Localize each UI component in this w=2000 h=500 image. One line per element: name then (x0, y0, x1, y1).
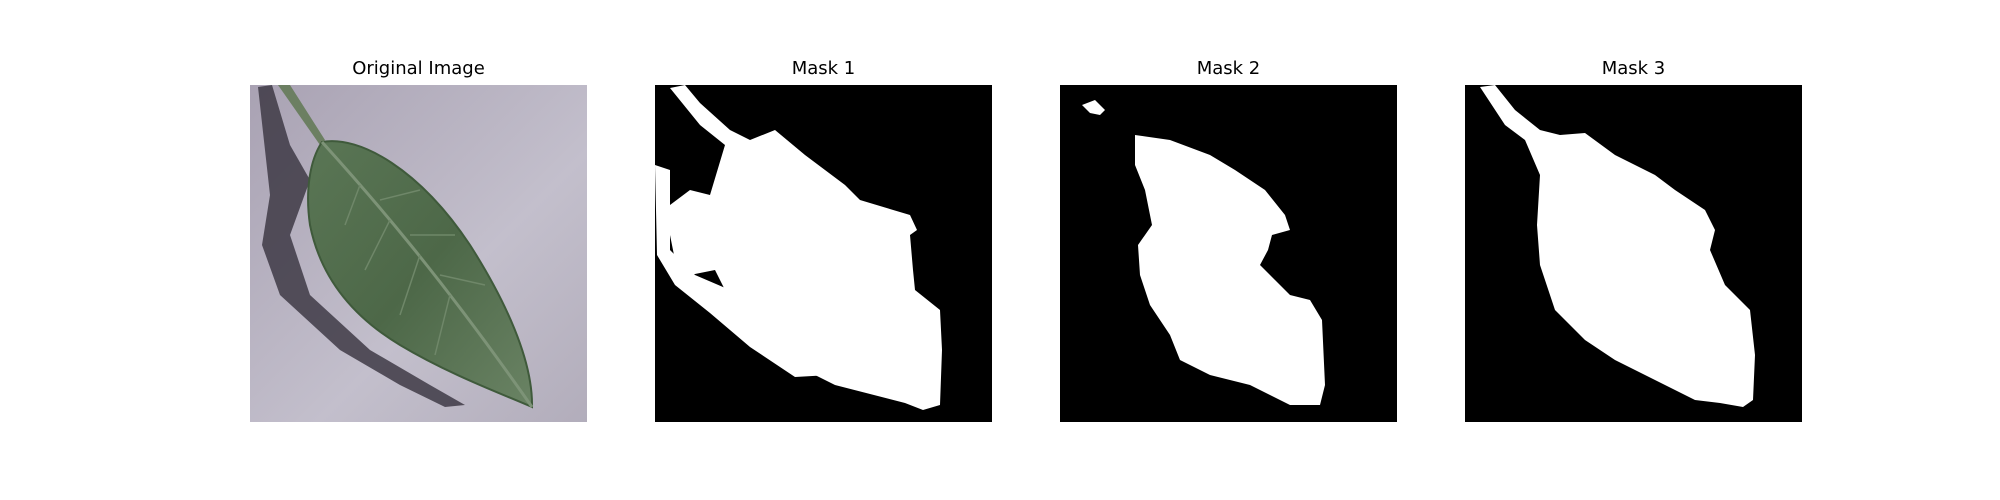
mask-1-lower-region (655, 165, 830, 377)
mask-1-panel (655, 85, 992, 422)
mask-2-foreground (1135, 135, 1325, 405)
mask-2-image (1060, 85, 1397, 422)
mask-3-foreground (1480, 85, 1755, 407)
original-image-panel (250, 85, 587, 422)
panel-title-original: Original Image (352, 58, 485, 79)
mask-3-panel (1465, 85, 1802, 422)
panel-title-mask-1: Mask 1 (791, 58, 856, 79)
leaf-blade (307, 140, 534, 409)
mask-2-fragment (1082, 100, 1105, 115)
mask-1-foreground (670, 85, 942, 410)
mask-3-image (1465, 85, 1802, 422)
mask-2-panel (1060, 85, 1397, 422)
leaf-midrib (320, 140, 534, 408)
leaf-photo (250, 85, 587, 422)
leaf-veins (344, 184, 486, 356)
panel-title-mask-2: Mask 2 (1196, 58, 1261, 79)
leaf-stem (278, 85, 325, 145)
leaf-shadow (258, 85, 465, 407)
mask-1-image (655, 85, 992, 422)
panel-title-mask-3: Mask 3 (1601, 58, 1666, 79)
